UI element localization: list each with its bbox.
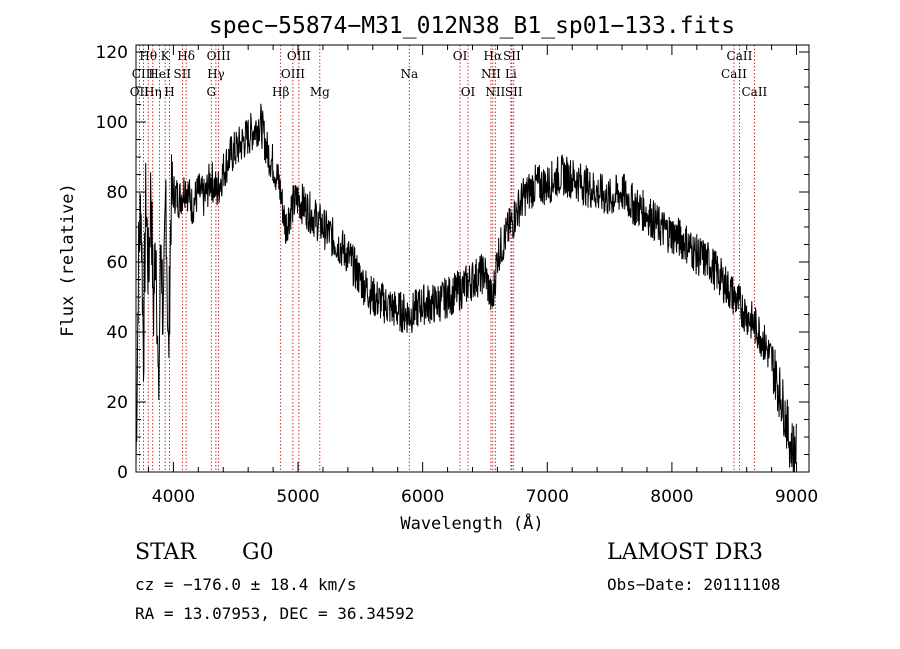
line-marker-label: OI	[461, 85, 476, 99]
object-subclass: G0	[242, 540, 274, 565]
line-marker-label: HeI	[148, 67, 171, 81]
object-class: STAR	[135, 540, 196, 565]
x-tick-label: 8000	[650, 487, 693, 507]
line-marker-label: OI	[453, 49, 468, 63]
x-tick-label: 5000	[276, 487, 319, 507]
y-tick-label: 20	[106, 393, 128, 413]
line-marker-label: Li	[505, 67, 517, 81]
y-axis-label: Flux (relative)	[58, 183, 78, 337]
line-marker-label: CaII	[727, 49, 753, 63]
x-tick-label: 6000	[401, 487, 444, 507]
x-tick-label: 9000	[775, 487, 818, 507]
line-marker-label: OIII	[281, 67, 305, 81]
spectral-line-markers	[138, 45, 755, 472]
chart-title: spec−55874−M31_012N38_B1_sp01−133.fits	[209, 13, 735, 39]
y-tick-label: 80	[106, 183, 128, 203]
x-tick-label: 4000	[152, 487, 195, 507]
line-marker-label: Hα	[484, 49, 503, 63]
observation-date: Obs−Date: 20111108	[607, 575, 781, 594]
line-marker-label: SII	[503, 49, 521, 63]
x-tick-label: 7000	[526, 487, 569, 507]
spectral-line-labels: HθOIICIIIHηHeIKHSIIHδGHγOIIIHβOIIIOIIIMg…	[130, 49, 768, 99]
x-axis-ticks: 4000 5000 6000 7000 8000 9000	[147, 45, 818, 507]
line-marker-label: Mg	[310, 85, 330, 99]
line-marker-label: SII	[505, 85, 523, 99]
line-marker-label: CIII	[132, 67, 156, 81]
line-marker-label: CaII	[721, 67, 747, 81]
ra-dec-coordinates: RA = 13.07953, DEC = 36.34592	[135, 604, 415, 623]
line-marker-label: Hη	[144, 85, 162, 99]
line-marker-label: Hθ	[139, 49, 157, 63]
line-marker-label: Hγ	[207, 67, 225, 81]
line-marker-label: CaII	[741, 85, 767, 99]
redshift-cz: cz = −176.0 ± 18.4 km/s	[135, 575, 357, 594]
line-marker-label: SII	[174, 67, 192, 81]
line-marker-label: Na	[400, 67, 418, 81]
line-marker-label: OII	[130, 85, 150, 99]
line-marker-label: OIII	[287, 49, 311, 63]
y-tick-label: 0	[117, 463, 128, 483]
flux-series-line	[135, 103, 797, 473]
y-tick-label: 60	[106, 253, 128, 273]
line-marker-label: NII	[481, 67, 501, 81]
y-tick-label: 100	[96, 113, 128, 133]
survey-name: LAMOST DR3	[607, 540, 763, 565]
y-axis-ticks: 0 20 40 60 80 100 120	[96, 43, 809, 483]
line-marker-label: H	[164, 85, 174, 99]
y-tick-label: 120	[96, 43, 128, 63]
line-marker-label: G	[206, 85, 216, 99]
line-marker-label: NII	[485, 85, 505, 99]
line-marker-label: Hδ	[177, 49, 195, 63]
line-marker-label: OIII	[207, 49, 231, 63]
plot-frame	[135, 44, 810, 473]
x-axis-label: Wavelength (Å)	[400, 512, 543, 534]
line-marker-label: K	[161, 49, 171, 63]
line-marker-label: Hβ	[272, 85, 289, 99]
y-tick-label: 40	[106, 323, 128, 343]
